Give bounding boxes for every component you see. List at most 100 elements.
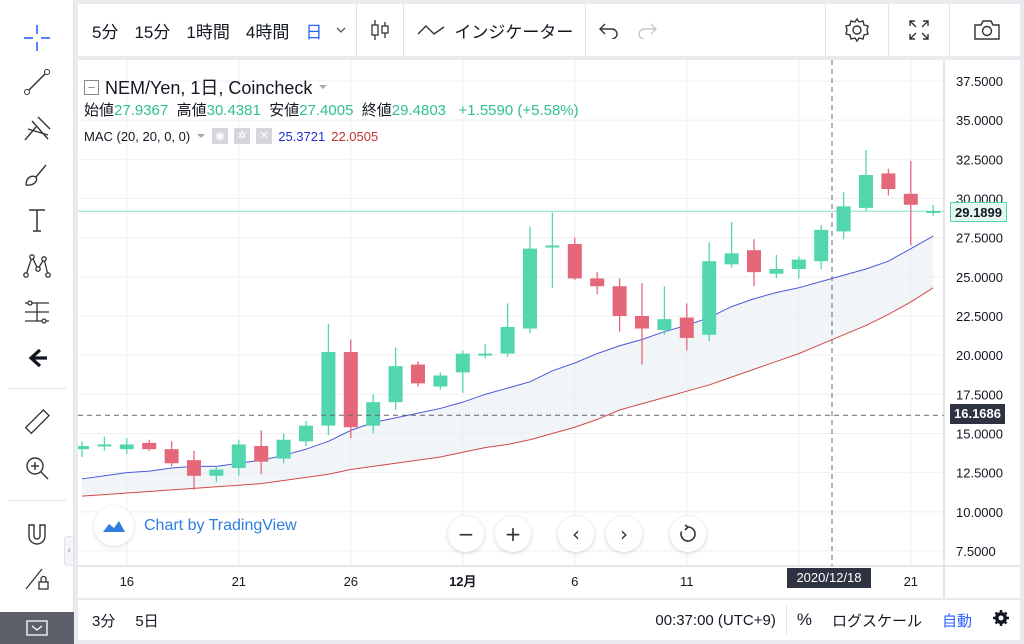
log-scale-toggle[interactable]: ログスケール [831, 612, 922, 630]
ohlc-values: 始値27.9367 高値30.4381 安値27.4005 終値29.4803 … [84, 99, 579, 120]
gear-icon[interactable]: ✲ [234, 128, 251, 144]
price-tick-label: 37.5000 [956, 74, 1003, 89]
interval-5m[interactable]: 5分 [92, 22, 119, 42]
eye-icon[interactable]: ◉ [212, 128, 229, 144]
low-value: 27.4005 [299, 102, 354, 119]
chevron-down-icon[interactable] [318, 83, 328, 91]
tradingview-watermark[interactable]: Chart by TradingView [94, 506, 297, 546]
open-label: 始値 [84, 102, 115, 119]
clock[interactable]: 00:37:00 (UTC+9) [655, 611, 776, 629]
candle-body [567, 243, 582, 279]
candle-body [119, 444, 134, 450]
interval-15m[interactable]: 15分 [134, 22, 171, 42]
ma-lower-value: 22.0505 [331, 128, 379, 144]
fullscreen-button[interactable] [893, 4, 945, 56]
zoom-out-button[interactable]: − [448, 516, 484, 552]
candle-body [881, 173, 896, 190]
chevron-down-icon [26, 620, 48, 636]
range-5d[interactable]: 5日 [135, 612, 159, 630]
candle-body [859, 175, 873, 208]
lock-drawing-icon[interactable] [14, 558, 60, 598]
time-tick-label: 12月 [449, 574, 476, 589]
toolbar-divider [8, 388, 66, 389]
trend-line-icon[interactable] [14, 62, 60, 102]
toolbar-divider [825, 4, 826, 56]
toolbar-divider [356, 4, 358, 56]
brush-icon[interactable] [14, 154, 60, 194]
pattern-icon[interactable] [14, 246, 60, 286]
interval-1h[interactable]: 1時間 [186, 22, 230, 42]
text-tool-icon[interactable] [14, 200, 60, 240]
high-label: 高値 [176, 102, 207, 119]
candle-body [590, 278, 605, 287]
candle-body [814, 229, 829, 262]
indicator-title[interactable]: MAC (20, 20, 0, 0) [84, 128, 191, 144]
candle-body [254, 446, 269, 462]
candlestick-chart[interactable]: 37.500035.000032.500030.000027.500025.00… [78, 60, 1020, 598]
percent-toggle[interactable]: % [796, 610, 812, 629]
candle-body [769, 269, 784, 274]
price-tick-label: 20.0000 [956, 348, 1003, 363]
zoom-in-icon[interactable] [14, 448, 60, 488]
chevron-down-icon[interactable] [196, 132, 206, 140]
price-tick-label: 12.5000 [956, 466, 1003, 481]
candle-body [747, 250, 761, 273]
candle-body [455, 353, 470, 373]
collapse-toolbar-button[interactable]: ‹ [64, 536, 74, 566]
chart-pane[interactable]: 37.5000 35.0000 32.5000 30.0000 27.5000 25.00… [78, 60, 1020, 598]
watermark-label: Chart by TradingView [144, 517, 297, 534]
arrow-left-icon[interactable] [14, 338, 60, 378]
price-tick-label: 15.0000 [956, 427, 1003, 442]
scroll-right-button[interactable]: › [606, 516, 642, 552]
ma-upper-line [81, 235, 934, 480]
close-label: 終値 [361, 102, 392, 119]
candle-body [433, 375, 448, 387]
gear-icon [993, 610, 1009, 626]
candle-body [276, 439, 291, 459]
price-tick-label: 27.5000 [956, 231, 1003, 246]
reset-chart-button[interactable] [670, 516, 706, 552]
crosshair-icon[interactable] [14, 18, 60, 58]
auto-scale-toggle[interactable]: 自動 [941, 612, 972, 630]
undo-button[interactable] [590, 4, 628, 56]
indicator-wave-icon [417, 25, 445, 35]
price-tick-label: 17.5000 [956, 387, 1003, 402]
range-3m[interactable]: 3分 [92, 612, 116, 630]
symbol-title[interactable]: NEM/Yen, 1日, Coincheck [105, 78, 313, 98]
screenshot-button[interactable] [954, 4, 1020, 56]
candle-body [321, 352, 336, 426]
redo-button[interactable] [628, 4, 666, 56]
redo-icon [638, 23, 658, 39]
candle-body [478, 353, 493, 356]
interval-4h[interactable]: 4時間 [245, 22, 290, 42]
magnet-icon[interactable] [14, 514, 60, 554]
zoom-in-button[interactable]: + [495, 516, 531, 552]
chart-settings-button[interactable] [982, 609, 1020, 631]
open-value: 27.9367 [114, 102, 169, 119]
minus-icon: − [457, 522, 475, 546]
candle-body [97, 444, 112, 447]
settings-button[interactable] [830, 4, 884, 56]
candle-body [612, 286, 627, 316]
collapse-legend-icon[interactable]: − [84, 79, 99, 95]
chevron-left-icon: ‹ [572, 522, 580, 546]
interval-1d[interactable]: 日 [305, 22, 323, 42]
candle-body [78, 446, 89, 450]
time-tick-label: 16 [120, 574, 134, 589]
time-tick-label: 21 [232, 574, 246, 589]
scroll-left-button[interactable]: ‹ [558, 516, 594, 552]
prediction-icon[interactable] [14, 292, 60, 332]
price-tick-label: 35.0000 [956, 113, 1003, 128]
ruler-icon[interactable] [14, 402, 60, 442]
more-tools-button[interactable] [0, 612, 74, 644]
close-icon[interactable]: ✕ [256, 128, 273, 144]
interval-dropdown[interactable] [330, 4, 352, 56]
toolbar-divider [8, 500, 66, 501]
pitchfork-icon[interactable] [14, 108, 60, 148]
chart-type-button[interactable] [361, 4, 399, 56]
toolbar-divider [403, 4, 405, 56]
candle-body [545, 245, 560, 248]
price-tick-label: 7.5000 [956, 544, 996, 559]
indicators-button[interactable]: インジケーター [408, 4, 581, 56]
